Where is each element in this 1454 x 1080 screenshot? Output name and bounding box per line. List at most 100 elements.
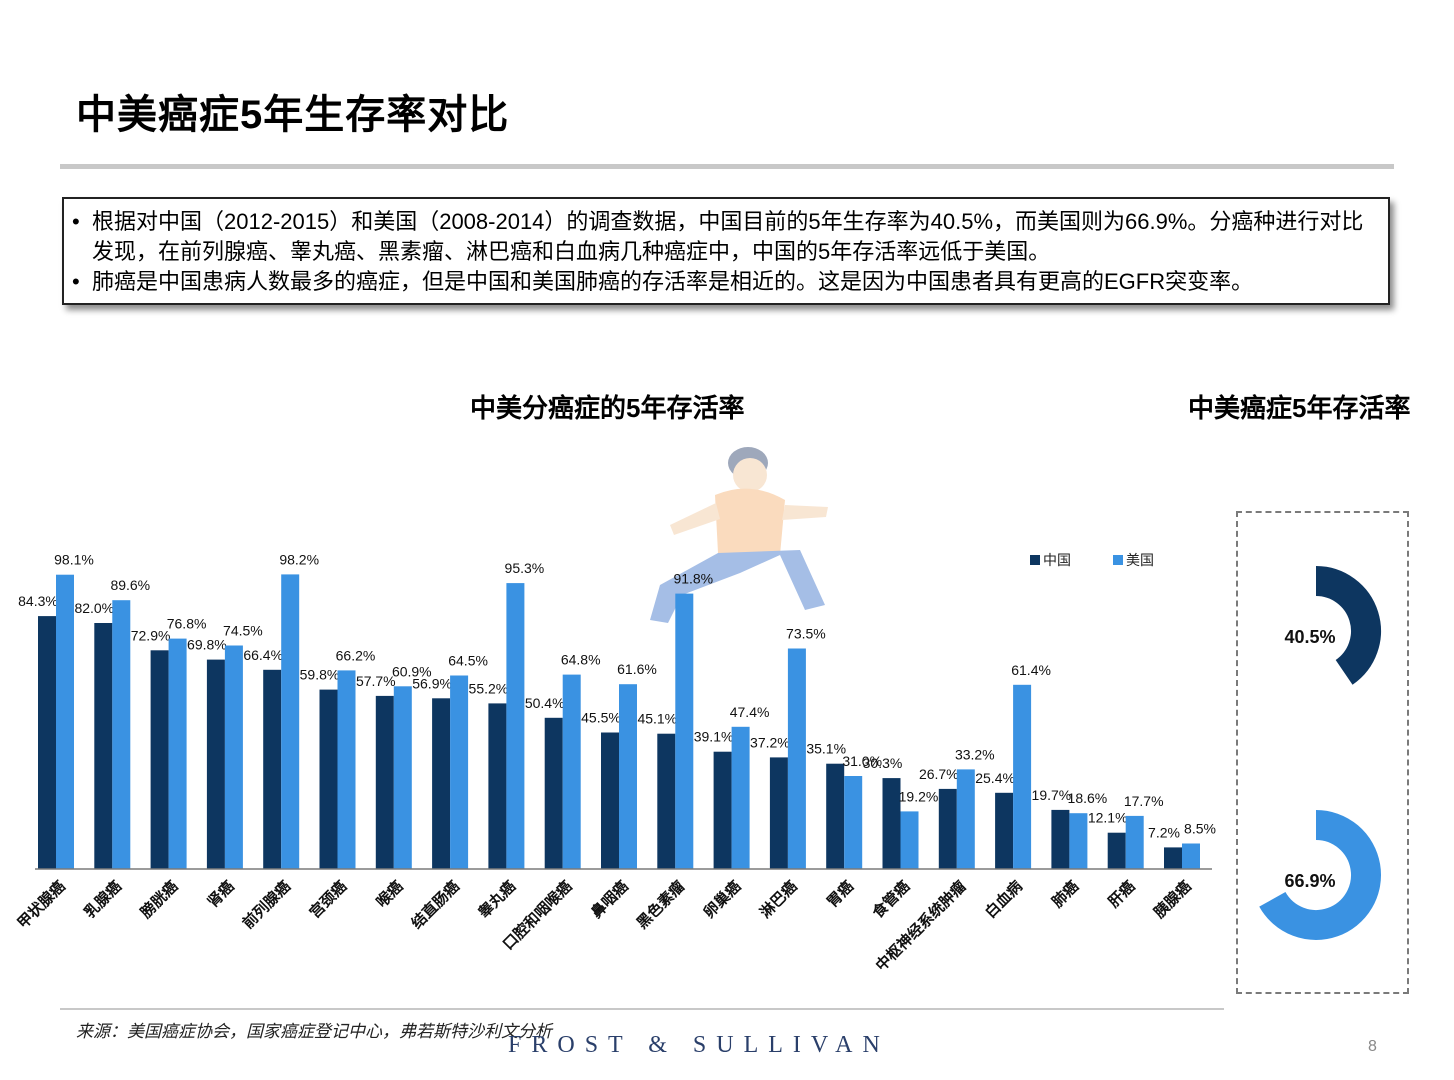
bar-usa-15: [844, 776, 863, 869]
bar-usa-16: [900, 811, 919, 869]
value-label-china-8: 56.9%: [412, 675, 452, 691]
value-label-usa-11: 61.6%: [617, 661, 657, 677]
donut-charts: 40.5% 66.9%: [1259, 566, 1381, 940]
bar-usa-11: [619, 684, 637, 869]
value-label-china-12: 45.1%: [637, 711, 677, 727]
value-label-china-6: 59.8%: [300, 667, 340, 683]
category-label-19: 肺癌: [1048, 877, 1082, 911]
runner-arm-right: [782, 505, 828, 520]
bar-usa-17: [956, 769, 975, 869]
runner-legs: [650, 550, 825, 623]
page-title: 中美癌症5年生存率对比: [76, 93, 510, 137]
bar-china-20: [1107, 832, 1126, 869]
value-label-china-2: 82.0%: [74, 600, 114, 616]
category-label-16: 食管癌: [869, 877, 914, 922]
value-label-usa-6: 66.2%: [336, 647, 376, 663]
value-label-usa-4: 74.5%: [223, 623, 263, 639]
value-label-china-1: 84.3%: [18, 593, 58, 609]
bar-china-1: [38, 616, 56, 869]
bar-usa-18: [1013, 684, 1032, 869]
bar-usa-21: [1182, 843, 1200, 869]
value-label-china-15: 35.1%: [806, 741, 846, 757]
value-label-usa-12: 91.8%: [673, 571, 713, 587]
donut-arc-usa: [1259, 810, 1381, 940]
category-label-8: 结直肠癌: [408, 877, 463, 932]
value-label-usa-3: 76.8%: [167, 616, 207, 632]
value-label-usa-17: 33.2%: [955, 746, 995, 762]
donut-chart-title: 中美癌症5年存活率: [1188, 393, 1411, 423]
value-label-usa-18: 61.4%: [1011, 662, 1051, 678]
value-label-usa-1: 98.1%: [54, 552, 94, 568]
runner-hair: [728, 447, 768, 479]
value-label-china-10: 50.4%: [525, 695, 565, 711]
bar-chart-plot: 84.3% 98.1% 甲状腺癌 82.0% 89.6% 乳腺癌 72.9%76.8% 膀胱癌…: [14, 551, 1216, 974]
bar-usa-3: [168, 638, 187, 869]
bar-usa-4: [224, 645, 243, 869]
value-label-usa-10: 64.8%: [561, 652, 601, 668]
category-label-7: 喉癌: [373, 877, 407, 911]
donut-usa: 66.9%: [1259, 810, 1381, 940]
bar-usa-12: [675, 593, 694, 869]
value-label-china-7: 57.7%: [356, 673, 396, 689]
legend-label-china: 中国: [1043, 552, 1071, 568]
bar-china-4: [206, 659, 225, 869]
value-label-usa-19: 18.6%: [1068, 790, 1108, 806]
bar-china-11: [601, 732, 619, 869]
category-label-14: 淋巴癌: [756, 877, 801, 922]
category-label-4: 肾癌: [204, 877, 238, 911]
value-label-china-20: 12.1%: [1088, 810, 1128, 826]
value-label-usa-14: 73.5%: [786, 626, 826, 642]
bar-chart: 84.3% 98.1% 甲状腺癌 82.0% 89.6% 乳腺癌 72.9%76.8% 膀胱癌…: [14, 551, 1216, 974]
bar-usa-1: [56, 574, 74, 869]
bar-china-10: [544, 717, 563, 869]
bar-usa-20: [1125, 815, 1144, 869]
bar-usa-14: [787, 648, 806, 869]
bar-china-5: [263, 669, 282, 869]
bar-china-12: [657, 733, 676, 869]
value-label-china-5: 66.4%: [243, 647, 283, 663]
chart-legend: 中国 美国: [1030, 552, 1154, 568]
brand-logo-text: FROST & SULLIVAN: [508, 1032, 890, 1058]
runner-illustration: [650, 447, 828, 623]
category-label-21: 胰腺癌: [1150, 877, 1195, 922]
bar-china-2: [94, 623, 113, 869]
donut-chart-box: 40.5% 66.9%: [1236, 511, 1409, 994]
value-label-china-13: 39.1%: [694, 729, 734, 745]
bar-usa-19: [1069, 813, 1088, 869]
bar-usa-7: [393, 686, 412, 869]
value-label-usa-7: 60.9%: [392, 663, 432, 679]
bar-china-19: [1051, 809, 1070, 869]
value-label-china-14: 37.2%: [750, 734, 790, 750]
donut-label-china: 40.5%: [1284, 627, 1335, 647]
category-label-13: 卵巢癌: [700, 877, 745, 922]
category-label-5: 前列腺癌: [239, 877, 294, 932]
bar-usa-5: [281, 574, 300, 869]
bar-china-16: [882, 778, 901, 869]
bar-usa-8: [450, 675, 469, 869]
value-label-usa-15: 31.0%: [842, 753, 882, 769]
value-label-usa-5: 98.2%: [279, 551, 319, 567]
category-label-11: 鼻咽癌: [587, 877, 632, 922]
legend-label-usa: 美国: [1126, 552, 1154, 568]
bar-china-13: [713, 751, 732, 869]
value-label-usa-9: 95.3%: [505, 560, 545, 576]
bar-china-8: [432, 698, 451, 869]
summary-bullet-1: 根据对中国（2012-2015）和美国（2008-2014）的调查数据，中国目前…: [70, 207, 1376, 267]
donut-china: 40.5%: [1284, 566, 1381, 685]
runner-head: [733, 458, 767, 492]
bar-china-17: [938, 788, 957, 869]
bar-china-9: [488, 703, 507, 869]
bar-china-21: [1164, 847, 1182, 869]
summary-bullet-2: 肺癌是中国患病人数最多的癌症，但是中国和美国肺癌的存活率是相近的。这是因为中国患…: [70, 267, 1376, 297]
legend-swatch-china: [1030, 555, 1040, 565]
category-label-15: 胃癌: [823, 877, 857, 911]
value-label-china-21: 7.2%: [1148, 824, 1180, 840]
bar-china-14: [769, 757, 788, 869]
legend-swatch-usa: [1113, 555, 1123, 565]
bar-usa-2: [112, 600, 131, 869]
value-label-china-9: 55.2%: [469, 680, 509, 696]
bar-china-3: [150, 650, 169, 869]
title-divider: [60, 164, 1394, 169]
bar-chart-title: 中美分癌症的5年存活率: [470, 393, 745, 423]
value-label-china-3: 72.9%: [131, 627, 171, 643]
